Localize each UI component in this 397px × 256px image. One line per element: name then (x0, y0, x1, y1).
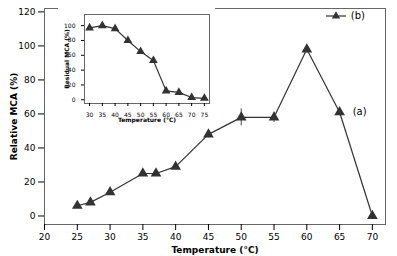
svg-text:Residual MCA (%): Residual MCA (%) (63, 29, 70, 89)
svg-text:100: 100 (18, 41, 35, 51)
svg-text:25: 25 (72, 232, 83, 242)
svg-text:80: 80 (24, 75, 36, 85)
svg-text:65: 65 (175, 111, 183, 118)
svg-text:(a): (a) (353, 106, 367, 117)
svg-text:55: 55 (149, 110, 158, 118)
svg-text:Temperature (°C): Temperature (°C) (171, 245, 258, 255)
svg-text:35: 35 (99, 111, 107, 118)
svg-text:40: 40 (67, 66, 76, 73)
svg-text:Relative MCA (%): Relative MCA (%) (9, 73, 19, 161)
svg-text:60: 60 (162, 110, 170, 118)
svg-text:Temperature (°C): Temperature (°C) (118, 116, 176, 124)
svg-text:0: 0 (72, 96, 76, 103)
svg-text:40: 40 (170, 232, 182, 242)
svg-text:60: 60 (24, 109, 36, 119)
svg-text:45: 45 (203, 232, 214, 242)
svg-text:75: 75 (201, 111, 209, 118)
svg-text:50: 50 (236, 232, 248, 242)
svg-text:80: 80 (67, 36, 76, 44)
svg-text:50: 50 (136, 110, 145, 118)
svg-text:60: 60 (67, 51, 76, 59)
svg-text:70: 70 (367, 232, 379, 242)
svg-text:35: 35 (137, 232, 148, 242)
svg-text:70: 70 (188, 111, 196, 118)
svg-text:55: 55 (268, 232, 279, 242)
svg-text:0: 0 (30, 211, 36, 221)
html-text:(b): (b) (350, 10, 365, 21)
svg-text:45: 45 (124, 110, 132, 118)
svg-text:100: 100 (64, 22, 76, 29)
svg-text:120: 120 (18, 7, 35, 17)
svg-text:40: 40 (111, 110, 119, 118)
svg-text:60: 60 (301, 232, 313, 242)
svg-text:65: 65 (334, 232, 345, 242)
svg-text:20: 20 (39, 232, 51, 242)
svg-text:30: 30 (86, 111, 94, 118)
svg-text:30: 30 (104, 232, 116, 242)
svg-text:40: 40 (24, 143, 36, 153)
svg-text:20: 20 (24, 177, 36, 187)
svg-text:20: 20 (67, 80, 76, 88)
